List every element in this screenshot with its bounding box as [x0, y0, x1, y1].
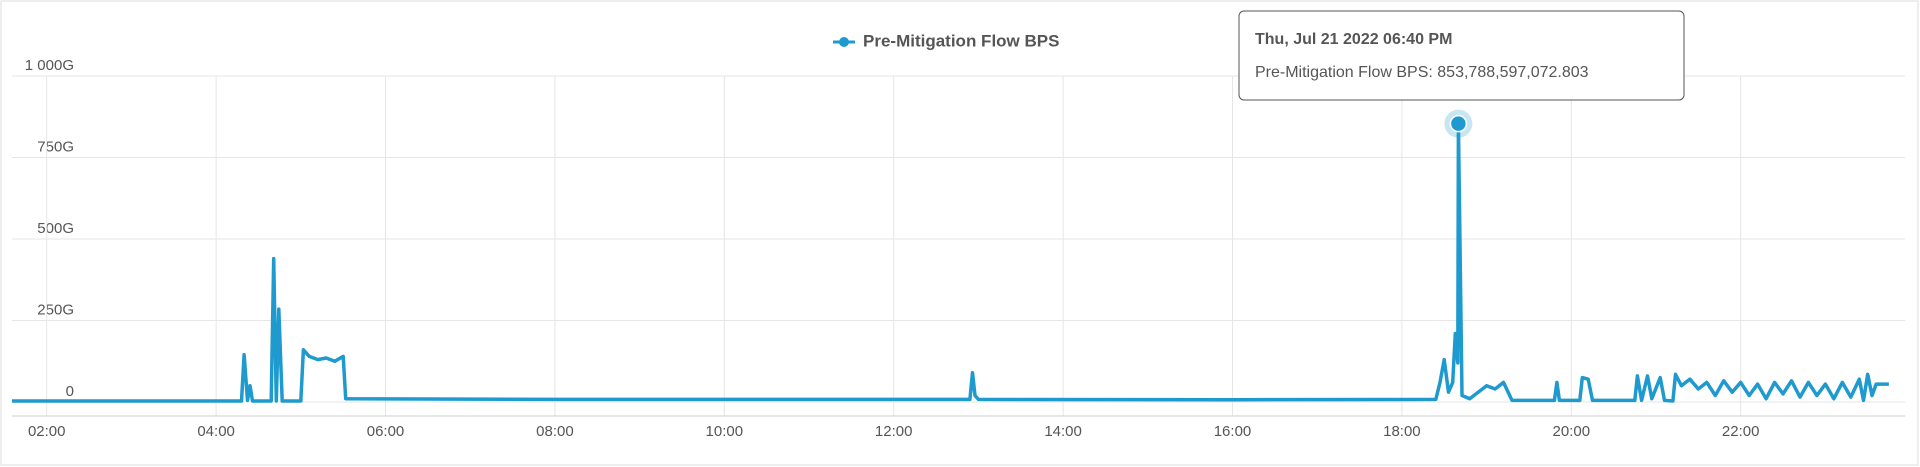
tooltip-box — [1238, 10, 1685, 101]
tooltip-sep: : — [1428, 64, 1437, 81]
legend[interactable]: Pre-Mitigation Flow BPS — [833, 31, 1059, 50]
x-tick-label: 06:00 — [367, 423, 405, 440]
x-tick-label: 04:00 — [197, 423, 235, 440]
x-tick-label: 20:00 — [1553, 423, 1591, 440]
x-tick-label: 10:00 — [706, 423, 744, 440]
x-tick-label: 12:00 — [875, 423, 913, 440]
y-tick-label: 0 — [66, 383, 74, 400]
y-tick-label: 750G — [37, 138, 74, 155]
y-tick-label: 1 000G — [25, 57, 74, 74]
legend-marker — [839, 37, 849, 47]
legend-label[interactable]: Pre-Mitigation Flow BPS — [863, 31, 1059, 50]
x-tick-label: 22:00 — [1722, 423, 1760, 440]
series-line — [12, 121, 1889, 403]
hover-point — [1449, 114, 1468, 133]
tooltip-row: Pre-Mitigation Flow BPS: 853,788,597,072… — [1255, 64, 1589, 81]
x-tick-label: 14:00 — [1044, 423, 1082, 440]
plot — [12, 121, 1889, 403]
y-tick-label: 500G — [37, 220, 74, 237]
x-tick-label: 02:00 — [28, 423, 66, 440]
tooltip-title: Thu, Jul 21 2022 06:40 PM — [1255, 31, 1452, 48]
tooltip: Thu, Jul 21 2022 06:40 PM Pre-Mitigation … — [1238, 10, 1685, 138]
x-tick-label: 18:00 — [1383, 423, 1421, 440]
grid: 0 250G 500G 750G 1 000G 02:00 04:00 06:00 08:00 1… — [12, 57, 1905, 440]
y-tick-label: 250G — [37, 301, 74, 318]
tooltip-series: Pre-Mitigation Flow BPS — [1255, 64, 1428, 81]
x-tick-label: 16:00 — [1214, 423, 1252, 440]
tooltip-value: 853,788,597,072.803 — [1437, 64, 1588, 81]
x-tick-label: 08:00 — [536, 423, 574, 440]
